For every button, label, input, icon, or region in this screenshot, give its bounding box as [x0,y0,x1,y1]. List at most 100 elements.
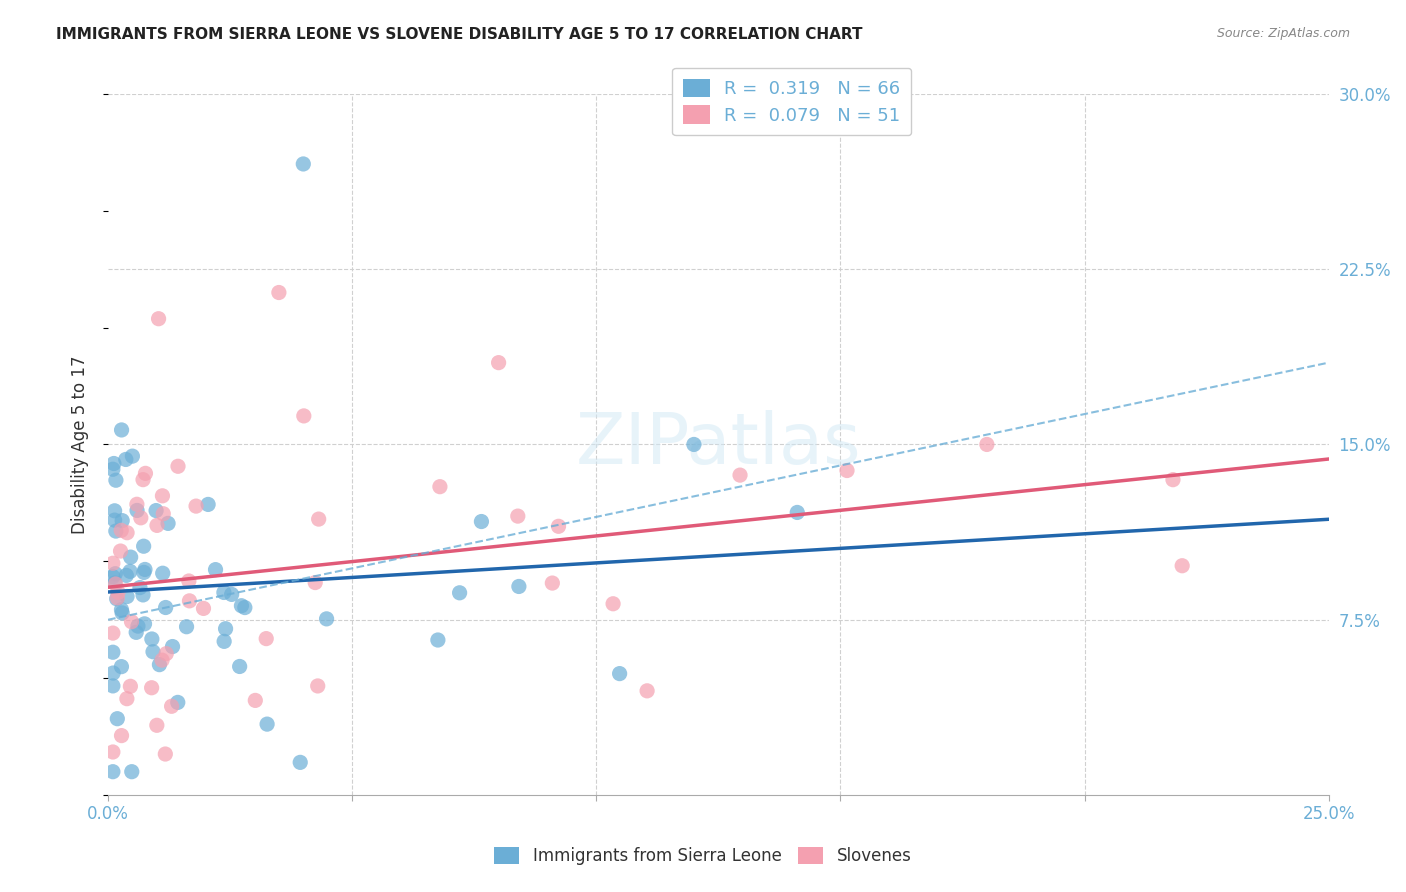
Immigrants from Sierra Leone [132,588,155,602]
Text: IMMIGRANTS FROM SIERRA LEONE VS SLOVENE DISABILITY AGE 5 TO 17 CORRELATION CHART: IMMIGRANTS FROM SIERRA LEONE VS SLOVENE … [56,27,863,42]
Slovenes [146,518,169,533]
Slovenes [167,459,190,474]
Immigrants from Sierra Leone [197,498,219,512]
Immigrants from Sierra Leone [155,600,177,615]
Slovenes [636,683,658,698]
Immigrants from Sierra Leone [470,515,492,529]
Immigrants from Sierra Leone [110,659,132,673]
Slovenes [488,356,510,370]
Slovenes [307,679,329,693]
Immigrants from Sierra Leone [292,157,315,171]
Immigrants from Sierra Leone [214,622,236,636]
Immigrants from Sierra Leone [120,565,142,579]
Slovenes [121,615,143,629]
Slovenes [184,499,207,513]
Immigrants from Sierra Leone [142,645,165,659]
Immigrants from Sierra Leone [104,513,127,527]
Slovenes [152,507,174,521]
Immigrants from Sierra Leone [134,562,156,576]
Immigrants from Sierra Leone [127,619,149,633]
Slovenes [101,556,124,570]
Slovenes [155,747,177,761]
Immigrants from Sierra Leone [786,505,808,519]
Slovenes [134,467,156,481]
Immigrants from Sierra Leone [134,616,156,631]
Immigrants from Sierra Leone [104,566,127,581]
Slovenes [976,437,998,451]
Immigrants from Sierra Leone [103,457,125,471]
Slovenes [541,576,564,591]
Immigrants from Sierra Leone [176,620,198,634]
Slovenes [152,489,174,503]
Immigrants from Sierra Leone [114,452,136,467]
Slovenes [110,524,132,538]
Slovenes [120,679,142,693]
Immigrants from Sierra Leone [228,659,250,673]
Immigrants from Sierra Leone [120,550,142,565]
Slovenes [155,647,177,661]
Slovenes [1161,473,1184,487]
Slovenes [292,409,315,423]
Immigrants from Sierra Leone [101,764,124,779]
Slovenes [105,591,128,605]
Slovenes [602,597,624,611]
Immigrants from Sierra Leone [221,587,243,601]
Slovenes [141,681,163,695]
Slovenes [1171,558,1194,573]
Slovenes [110,729,132,743]
Slovenes [304,575,326,590]
Legend: R =  0.319   N = 66, R =  0.079   N = 51: R = 0.319 N = 66, R = 0.079 N = 51 [672,68,911,136]
Slovenes [547,519,569,533]
Y-axis label: Disability Age 5 to 17: Disability Age 5 to 17 [72,355,89,533]
Immigrants from Sierra Leone [110,423,132,437]
Immigrants from Sierra Leone [212,634,235,648]
Immigrants from Sierra Leone [125,503,148,517]
Immigrants from Sierra Leone [212,585,235,599]
Immigrants from Sierra Leone [426,632,449,647]
Immigrants from Sierra Leone [101,679,124,693]
Immigrants from Sierra Leone [145,503,167,517]
Immigrants from Sierra Leone [101,462,124,476]
Slovenes [835,463,858,477]
Text: Source: ZipAtlas.com: Source: ZipAtlas.com [1216,27,1350,40]
Slovenes [177,574,200,588]
Immigrants from Sierra Leone [256,717,278,731]
Slovenes [115,691,138,706]
Immigrants from Sierra Leone [110,602,132,616]
Immigrants from Sierra Leone [449,586,471,600]
Immigrants from Sierra Leone [233,600,256,615]
Immigrants from Sierra Leone [152,566,174,581]
Immigrants from Sierra Leone [104,576,127,591]
Slovenes [160,699,183,714]
Immigrants from Sierra Leone [141,632,163,646]
Slovenes [132,473,155,487]
Slovenes [245,693,267,707]
Immigrants from Sierra Leone [157,516,180,531]
Immigrants from Sierra Leone [231,599,253,613]
Slovenes [129,511,152,525]
Immigrants from Sierra Leone [121,764,143,779]
Legend: Immigrants from Sierra Leone, Slovenes: Immigrants from Sierra Leone, Slovenes [485,837,921,875]
Slovenes [146,718,169,732]
Immigrants from Sierra Leone [101,666,124,681]
Immigrants from Sierra Leone [132,539,155,553]
Slovenes [104,577,127,591]
Immigrants from Sierra Leone [166,695,188,709]
Slovenes [429,480,451,494]
Immigrants from Sierra Leone [101,570,124,584]
Immigrants from Sierra Leone [121,449,143,463]
Immigrants from Sierra Leone [204,563,226,577]
Slovenes [115,525,138,540]
Immigrants from Sierra Leone [104,473,127,487]
Immigrants from Sierra Leone [315,612,337,626]
Slovenes [101,626,124,640]
Slovenes [267,285,290,300]
Slovenes [193,601,215,615]
Immigrants from Sierra Leone [115,568,138,582]
Immigrants from Sierra Leone [683,437,706,451]
Immigrants from Sierra Leone [148,657,170,672]
Slovenes [101,745,124,759]
Immigrants from Sierra Leone [105,712,128,726]
Text: ZIPatlas: ZIPatlas [575,410,860,479]
Slovenes [150,653,173,667]
